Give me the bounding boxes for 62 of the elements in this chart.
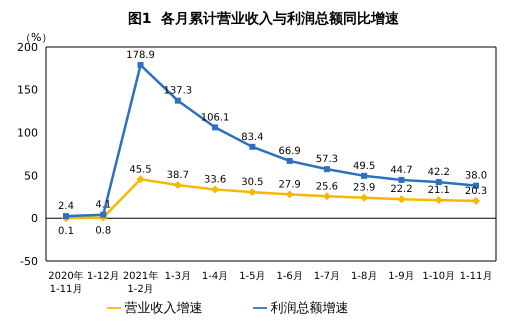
- point: [398, 176, 404, 183]
- x-tick-label: 1-11月: [460, 271, 492, 282]
- data-label: 30.5: [241, 177, 264, 188]
- data-label: 27.9: [278, 179, 301, 190]
- point: [286, 190, 294, 198]
- point: [324, 166, 330, 172]
- data-label: 25.6: [316, 181, 338, 192]
- point: [212, 124, 218, 130]
- data-label: 45.5: [129, 164, 152, 176]
- data-label: 57.3: [316, 154, 338, 166]
- chart-title: 图1 各月累计营业收入与利润总额同比增速: [126, 10, 400, 29]
- point: [174, 181, 182, 190]
- x-tick-label: 2021年 1-2月: [122, 270, 158, 295]
- data-label: 0.8: [95, 226, 112, 237]
- point: [136, 175, 145, 184]
- point: [100, 212, 106, 218]
- data-label: 22.2: [390, 184, 413, 196]
- x-tick-label: 1-8月: [351, 271, 378, 282]
- y-tick-label: 150: [17, 84, 38, 97]
- legend-label: 营业收入增速: [124, 301, 202, 316]
- point: [434, 196, 443, 204]
- point: [138, 62, 144, 68]
- data-label: 106.1: [200, 112, 230, 124]
- point: [360, 194, 368, 202]
- x-tick-label: 1-12月: [86, 271, 120, 282]
- data-label: 23.9: [353, 182, 376, 194]
- x-tick-label: 1-3月: [164, 271, 191, 282]
- point: [248, 188, 256, 196]
- x-tick-label: 2020年 1-11月: [48, 270, 84, 295]
- point: [249, 144, 256, 150]
- point: [397, 195, 406, 204]
- x-tick-label: 1-7月: [314, 271, 340, 282]
- data-label: 42.2: [428, 167, 450, 178]
- data-label: 0.1: [58, 226, 74, 238]
- data-label: 38.7: [166, 170, 189, 182]
- y-tick-label: 100: [17, 126, 38, 140]
- data-label: 20.3: [464, 186, 488, 197]
- data-label: 49.5: [353, 160, 376, 172]
- data-label: 83.4: [241, 132, 264, 143]
- point: [286, 158, 293, 164]
- x-tick-label: 1-5月: [239, 271, 266, 282]
- data-label: 38.0: [464, 170, 488, 182]
- x-tick-label: 1-10月: [422, 271, 456, 282]
- point: [63, 213, 69, 220]
- point: [472, 196, 480, 205]
- legend-label: 利润总额增速: [270, 301, 348, 316]
- point: [436, 179, 442, 186]
- x-tick-label: 1-9月: [388, 271, 415, 282]
- data-label: 178.9: [126, 50, 155, 62]
- data-label: 44.7: [390, 164, 413, 176]
- point: [322, 192, 331, 200]
- data-label: 33.6: [204, 174, 226, 186]
- point: [174, 98, 181, 104]
- y-tick-label: -50: [20, 254, 38, 268]
- point: [361, 172, 368, 179]
- data-label: 21.1: [428, 185, 450, 196]
- data-label: 2.4: [58, 201, 74, 212]
- x-tick-label: 1-4月: [202, 271, 228, 282]
- y-tick-label: 0: [31, 212, 38, 226]
- data-label: 66.9: [278, 146, 301, 157]
- x-tick-label: 1-6月: [276, 271, 303, 282]
- y-tick-label: 50: [24, 169, 38, 182]
